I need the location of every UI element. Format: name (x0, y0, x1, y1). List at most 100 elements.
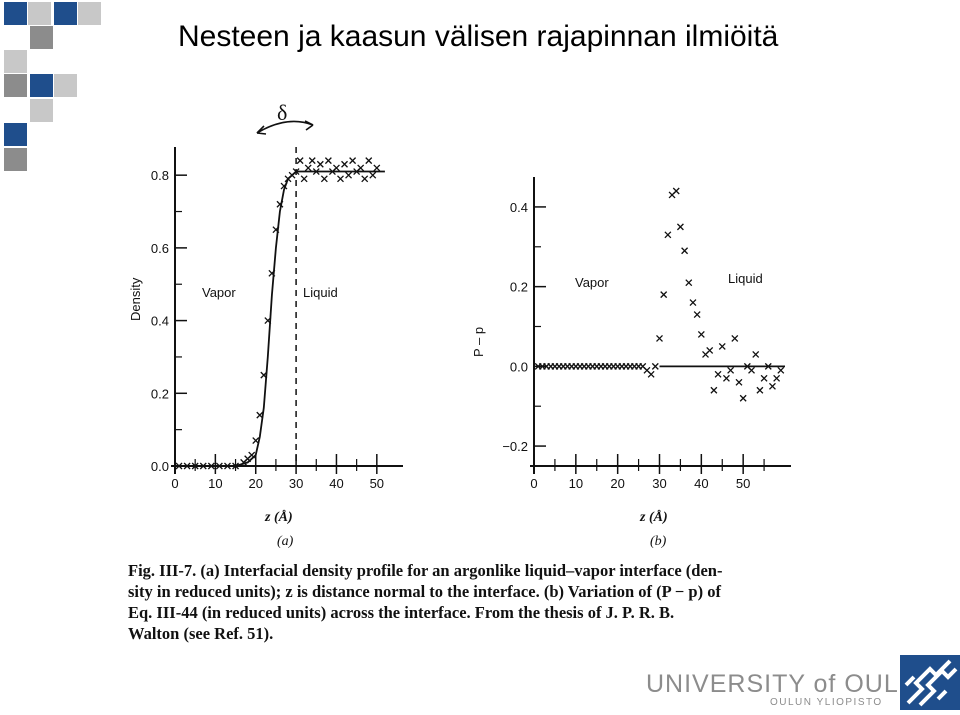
y-tick-label: 0.2 (151, 386, 169, 401)
data-point (739, 394, 747, 402)
y-tick-label: 0.0 (510, 359, 528, 374)
deco-square (30, 74, 53, 97)
data-point (308, 157, 316, 165)
data-point (248, 451, 256, 459)
caption-line: Walton (see Ref. 51). (128, 624, 274, 643)
data-point (727, 366, 735, 374)
data-point (316, 160, 324, 168)
a-panel-label: (a) (277, 534, 294, 549)
data-point (756, 386, 764, 394)
caption-line: Fig. III-7. (a) Interfacial density prof… (128, 561, 723, 580)
data-point (369, 171, 377, 179)
data-point (373, 164, 381, 172)
data-point (773, 374, 781, 382)
a-x-axis-label: z (Å) (264, 509, 293, 525)
data-point (722, 374, 730, 382)
delta-arrowhead-right-icon (304, 120, 314, 131)
data-point (199, 462, 207, 470)
data-point (706, 346, 714, 354)
x-tick-label: 40 (694, 476, 708, 491)
university-name: UNIVERSITY of OULU (646, 670, 918, 698)
data-point (304, 164, 312, 172)
a-annotation-liquid: Liquid (303, 285, 338, 300)
data-point (731, 334, 739, 342)
deco-square (28, 2, 51, 25)
data-point (672, 187, 680, 195)
data-point (260, 371, 268, 379)
data-point (664, 231, 672, 239)
data-point (681, 247, 689, 255)
deco-square (30, 26, 53, 49)
deco-square (78, 2, 101, 25)
y-tick-label: −0.2 (502, 439, 528, 454)
data-point (276, 200, 284, 208)
a-y-axis-label: Density (128, 277, 143, 321)
caption-line: sity in reduced units); z is distance no… (128, 582, 721, 601)
x-tick-label: 30 (289, 476, 303, 491)
logo-pattern-icon (904, 659, 958, 707)
slide-title: Nesteen ja kaasun välisen rajapinnan ilm… (178, 20, 779, 53)
x-tick-label: 50 (370, 476, 384, 491)
data-point (768, 382, 776, 390)
data-point (676, 223, 684, 231)
data-point (268, 269, 276, 277)
data-point (714, 370, 722, 378)
y-tick-label: 0.8 (151, 168, 169, 183)
data-point (280, 182, 288, 190)
data-point (224, 462, 231, 470)
deco-square (54, 2, 77, 25)
data-point (345, 171, 353, 179)
data-point (332, 164, 340, 172)
data-point (718, 342, 726, 350)
data-point (320, 175, 328, 183)
b-panel-label: (b) (650, 534, 667, 549)
data-point (337, 175, 344, 183)
deco-square (4, 50, 27, 73)
data-point (748, 366, 755, 374)
x-tick-label: 10 (569, 476, 583, 491)
data-point (191, 462, 199, 470)
university-logo (900, 655, 960, 710)
university-subname: OULUN YLIOPISTO (770, 697, 883, 708)
x-tick-label: 50 (736, 476, 750, 491)
deco-square (4, 74, 27, 97)
b-x-axis-label: z (Å) (639, 509, 668, 525)
data-point (296, 157, 304, 165)
data-point (656, 334, 663, 342)
data-point (256, 411, 264, 419)
data-point (365, 157, 373, 165)
data-point (764, 362, 772, 370)
data-point (207, 462, 215, 470)
data-point (349, 157, 357, 165)
chart-panel-a: 0 10 20 30 40 500.00.20.40.60.8 Vapor Liquid … (128, 100, 403, 549)
deco-square (54, 74, 77, 97)
data-point (777, 366, 785, 374)
data-point (697, 331, 705, 338)
data-point (361, 175, 369, 183)
figure-caption: Fig. III-7. (a) Interfacial density prof… (128, 560, 798, 644)
data-point (647, 370, 655, 378)
data-point (735, 378, 743, 386)
x-tick-label: 20 (610, 476, 624, 491)
data-point (760, 374, 768, 382)
data-point (752, 350, 760, 358)
b-y-axis-label: P – p (471, 327, 486, 357)
series-line (175, 170, 385, 467)
data-point (651, 362, 659, 370)
y-tick-label: 0.6 (151, 241, 169, 256)
deco-square (4, 148, 27, 171)
data-point (175, 462, 183, 470)
data-point (232, 462, 240, 470)
delta-arrowhead-left-icon (256, 125, 267, 135)
deco-square (4, 2, 27, 25)
data-point (300, 175, 308, 183)
data-point (252, 437, 260, 445)
b-annotation-liquid: Liquid (728, 271, 763, 286)
y-tick-label: 0.2 (510, 280, 528, 295)
data-point (264, 317, 272, 325)
data-point (693, 311, 701, 319)
data-point (341, 160, 348, 168)
y-tick-label: 0.4 (510, 200, 528, 215)
data-point (324, 157, 332, 165)
x-tick-label: 30 (652, 476, 666, 491)
